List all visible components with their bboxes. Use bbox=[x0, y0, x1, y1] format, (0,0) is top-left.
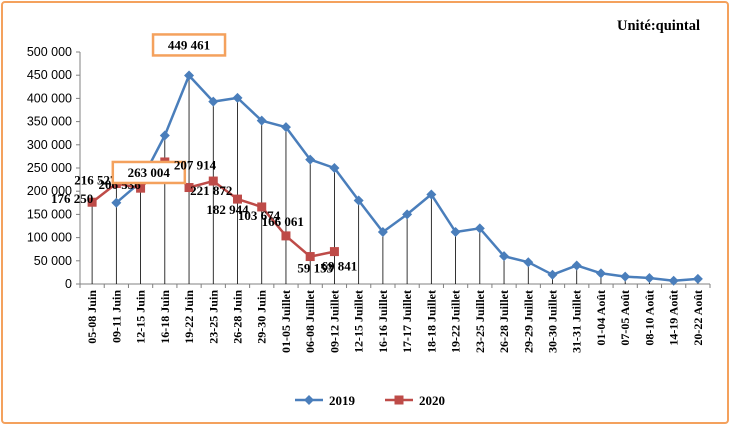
x-tick-label: 12-15 Juin bbox=[134, 290, 148, 344]
point-2020 bbox=[257, 202, 267, 212]
x-tick-label: 23-25 Juin bbox=[206, 290, 220, 344]
point-2019 bbox=[232, 92, 243, 103]
y-axis-ticks: 0 50 000 100 000 150 000 200 000 250 000 300 0… bbox=[27, 45, 80, 291]
y-tick-label: 50 000 bbox=[34, 254, 72, 268]
data-label: 59 153 bbox=[297, 261, 333, 276]
x-tick-label: 16-18 Juin bbox=[158, 290, 172, 344]
point-2020 bbox=[281, 231, 291, 241]
y-tick-label: 300 000 bbox=[27, 138, 72, 152]
data-label-box bbox=[111, 160, 187, 185]
point-2019 bbox=[402, 209, 413, 220]
point-2020 bbox=[329, 247, 339, 257]
x-tick-label: 07-05 Août bbox=[618, 290, 632, 346]
y-tick-label: 400 000 bbox=[27, 91, 72, 105]
legend: 2019 2020 bbox=[295, 393, 445, 408]
point-2019 bbox=[474, 223, 485, 234]
legend-marker-2020 bbox=[394, 395, 404, 405]
point-2019 bbox=[620, 271, 631, 282]
data-label: 69 841 bbox=[322, 259, 358, 274]
point-2020 bbox=[184, 183, 194, 193]
legend-label-2019: 2019 bbox=[329, 393, 356, 408]
point-2020 bbox=[136, 183, 146, 193]
y-tick-label: 100 000 bbox=[27, 231, 72, 245]
x-tick-label: 01-04 Août bbox=[594, 290, 608, 346]
x-tick-label: 23-25 Juillet bbox=[473, 290, 487, 353]
x-tick-label: 29-29 Juillet bbox=[521, 290, 535, 353]
x-tick-label: 16-16 Juillet bbox=[376, 290, 390, 353]
x-tick-label: 09-12 Juillet bbox=[327, 290, 341, 353]
data-label: 182 944 bbox=[206, 202, 249, 217]
x-tick-label: 14-19 Août bbox=[667, 290, 681, 346]
y-tick-label: 150 000 bbox=[27, 207, 72, 221]
point-2019 bbox=[547, 269, 558, 280]
x-tick-label: 17-17 Juillet bbox=[400, 290, 414, 353]
y-tick-label: 500 000 bbox=[27, 45, 72, 59]
y-tick-label: 450 000 bbox=[27, 68, 72, 82]
point-2019 bbox=[305, 154, 316, 165]
x-tick-label: 26-28 Juin bbox=[231, 290, 245, 344]
series-layer bbox=[87, 70, 703, 286]
point-2020 bbox=[87, 197, 97, 207]
y-tick-label: 350 000 bbox=[27, 115, 72, 129]
point-2019 bbox=[111, 197, 122, 208]
data-label: 221 872 bbox=[190, 183, 232, 198]
data-label: 449 461 bbox=[168, 37, 210, 52]
point-2019 bbox=[184, 70, 195, 81]
x-axis-ticks: 05-08 Juin 09-11 Juin 12-15 Juin 16-18 Juin… bbox=[79, 284, 711, 353]
x-tick-label: 20-22 Août bbox=[691, 290, 705, 346]
x-tick-label: 09-11 Juin bbox=[109, 290, 123, 343]
point-2019 bbox=[280, 122, 291, 133]
point-2019 bbox=[499, 251, 510, 262]
data-label: 216 527 bbox=[74, 173, 117, 188]
legend-marker-2019 bbox=[304, 395, 314, 405]
point-2019 bbox=[595, 268, 606, 279]
y-tick-label: 250 000 bbox=[27, 161, 72, 175]
point-2019 bbox=[523, 257, 534, 268]
x-tick-label: 26-28 Juillet bbox=[497, 290, 511, 353]
x-tick-label: 29-30 Juin bbox=[255, 290, 269, 344]
point-2019 bbox=[571, 260, 582, 271]
data-label: 103 674 bbox=[238, 208, 281, 223]
point-2019 bbox=[692, 273, 703, 284]
point-2019 bbox=[668, 275, 679, 286]
x-tick-label: 05-08 Juin bbox=[85, 290, 99, 344]
x-tick-label: 18-18 Juillet bbox=[424, 290, 438, 353]
drop-lines bbox=[91, 75, 699, 284]
point-2019 bbox=[426, 189, 437, 200]
point-2020 bbox=[208, 176, 218, 186]
point-2019 bbox=[450, 227, 461, 238]
y-tick-label: 0 bbox=[65, 277, 72, 291]
point-2019 bbox=[256, 115, 267, 126]
data-label: 176 250 bbox=[51, 191, 93, 206]
point-2020 bbox=[305, 252, 315, 262]
point-2019 bbox=[377, 227, 388, 238]
data-label: 207 914 bbox=[174, 158, 217, 173]
point-2019 bbox=[159, 130, 170, 141]
point-2019 bbox=[644, 272, 655, 283]
x-tick-label: 12-15 Juillet bbox=[352, 290, 366, 353]
x-tick-label: 19-22 Juin bbox=[182, 290, 196, 344]
x-tick-label: 08-10 Août bbox=[642, 290, 656, 346]
x-tick-label: 06-08 Juillet bbox=[303, 290, 317, 353]
x-tick-label: 30-30 Juillet bbox=[546, 290, 560, 353]
x-tick-label: 31-31 Juillet bbox=[570, 290, 584, 353]
y-tick-label: 200 000 bbox=[27, 184, 72, 198]
x-tick-label: 01-05 Juillet bbox=[279, 290, 293, 353]
point-2019 bbox=[353, 195, 364, 206]
unit-label: Unité:quintal bbox=[617, 18, 700, 34]
point-2019 bbox=[208, 96, 219, 107]
point-2019 bbox=[329, 163, 340, 173]
point-2020 bbox=[233, 194, 242, 204]
data-label: 166 061 bbox=[262, 214, 304, 229]
x-tick-label: 19-22 Juillet bbox=[449, 290, 463, 353]
data-label-box bbox=[151, 33, 227, 57]
data-label: 263 004 bbox=[128, 165, 171, 180]
legend-label-2020: 2020 bbox=[419, 393, 445, 408]
